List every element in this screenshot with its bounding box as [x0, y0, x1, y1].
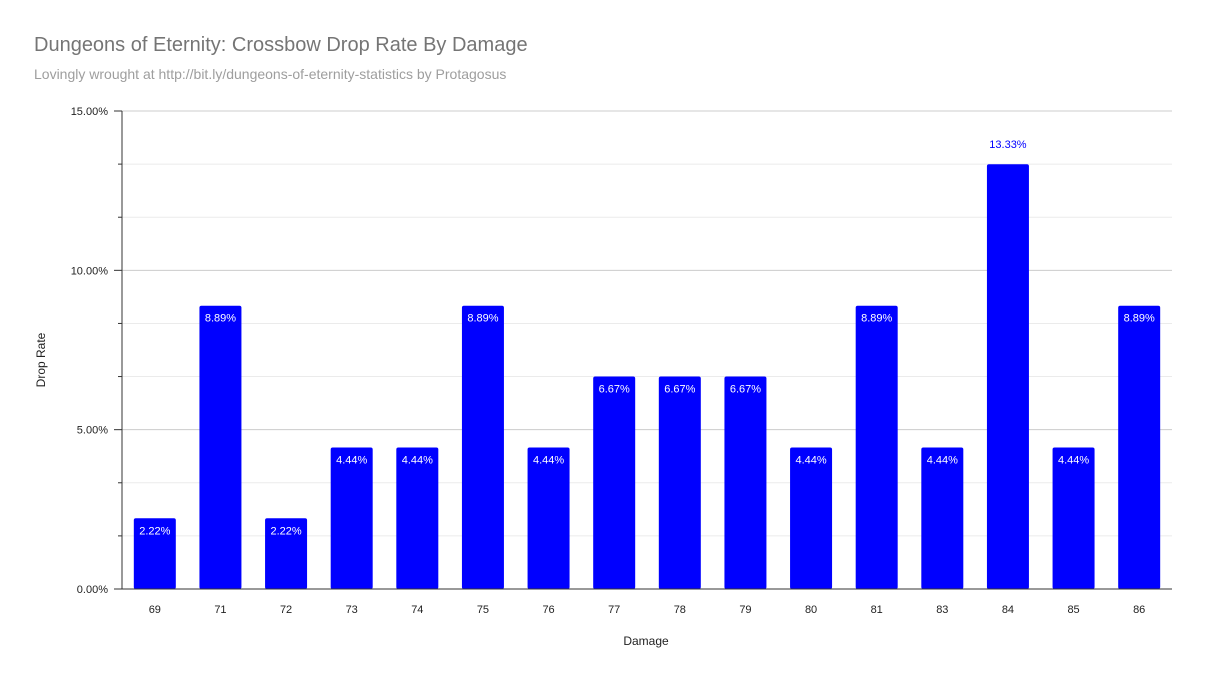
- data-label: 8.89%: [205, 313, 236, 325]
- bar: [396, 447, 439, 589]
- x-tick-label: 71: [214, 604, 226, 616]
- data-label: 6.67%: [599, 383, 630, 395]
- bar: [986, 164, 1029, 589]
- bar: [461, 305, 504, 589]
- bar: [658, 376, 701, 589]
- x-axis-label: Damage: [623, 634, 669, 648]
- x-tick-label: 77: [608, 604, 620, 616]
- data-label: 8.89%: [467, 313, 498, 325]
- data-label: 6.67%: [664, 383, 695, 395]
- data-label: 4.44%: [1058, 455, 1089, 467]
- data-label: 4.44%: [533, 455, 564, 467]
- bar: [199, 305, 242, 589]
- x-tick-label: 80: [805, 604, 817, 616]
- data-label: 4.44%: [336, 455, 367, 467]
- x-tick-label: 81: [871, 604, 883, 616]
- y-tick-label: 15.00%: [71, 106, 109, 118]
- bar: [790, 447, 833, 589]
- data-label: 4.44%: [927, 455, 958, 467]
- data-label: 6.67%: [730, 383, 761, 395]
- bar: [1118, 305, 1161, 589]
- x-tick-label: 83: [936, 604, 948, 616]
- bars: 2.22% 8.89% 2.22% 4.44% 4.44% 8.89% 4.44% 6.67%…: [133, 139, 1161, 589]
- bar: [593, 376, 636, 589]
- data-label: 4.44%: [402, 455, 433, 467]
- data-label: 8.89%: [1124, 313, 1155, 325]
- x-tick-label: 76: [542, 604, 554, 616]
- chart-subtitle: Lovingly wrought at http://bit.ly/dungeo…: [34, 66, 507, 82]
- chart-title: Dungeons of Eternity: Crossbow Drop Rate…: [34, 34, 528, 56]
- y-tick-label: 0.00%: [77, 584, 108, 596]
- bar: [724, 376, 767, 589]
- x-tick-label: 72: [280, 604, 292, 616]
- data-label: 13.33%: [989, 139, 1027, 151]
- data-label: 2.22%: [270, 525, 301, 537]
- bar: [1052, 447, 1095, 589]
- x-tick-label: 73: [346, 604, 358, 616]
- bar: [855, 305, 898, 589]
- x-tick-label: 86: [1133, 604, 1145, 616]
- data-label: 8.89%: [861, 313, 892, 325]
- x-tick-label: 75: [477, 604, 489, 616]
- x-tick-label: 79: [739, 604, 751, 616]
- x-tick-label: 69: [149, 604, 161, 616]
- x-tick-label: 85: [1067, 604, 1079, 616]
- bar: [921, 447, 964, 589]
- x-tick-label: 78: [674, 604, 686, 616]
- axes: 0.00% 5.00% 10.00% 15.00% 69 71 72 73 74 75 76 77 78…: [71, 106, 1172, 616]
- x-tick-label: 74: [411, 604, 423, 616]
- data-label: 2.22%: [139, 525, 170, 537]
- bar: [265, 518, 308, 589]
- x-tick-label: 84: [1002, 604, 1014, 616]
- y-tick-label: 5.00%: [77, 425, 108, 437]
- bar: [527, 447, 570, 589]
- y-axis-label: Drop Rate: [34, 332, 48, 387]
- y-tick-label: 10.00%: [71, 265, 109, 277]
- bar: [330, 447, 373, 589]
- data-label: 4.44%: [795, 455, 826, 467]
- bar: [133, 518, 176, 589]
